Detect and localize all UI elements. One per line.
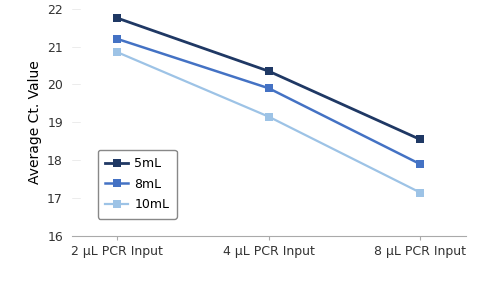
8mL <box>266 87 272 90</box>
10mL <box>115 50 120 54</box>
5mL <box>417 138 423 141</box>
5mL <box>115 16 120 20</box>
Line: 8mL: 8mL <box>113 35 424 168</box>
10mL <box>266 115 272 118</box>
10mL <box>417 191 423 194</box>
8mL <box>115 37 120 41</box>
8mL <box>417 162 423 166</box>
Legend: 5mL, 8mL, 10mL: 5mL, 8mL, 10mL <box>98 149 177 219</box>
Line: 10mL: 10mL <box>113 48 424 197</box>
Line: 5mL: 5mL <box>113 14 424 144</box>
5mL <box>266 69 272 73</box>
Y-axis label: Average Ct. Value: Average Ct. Value <box>27 60 42 184</box>
